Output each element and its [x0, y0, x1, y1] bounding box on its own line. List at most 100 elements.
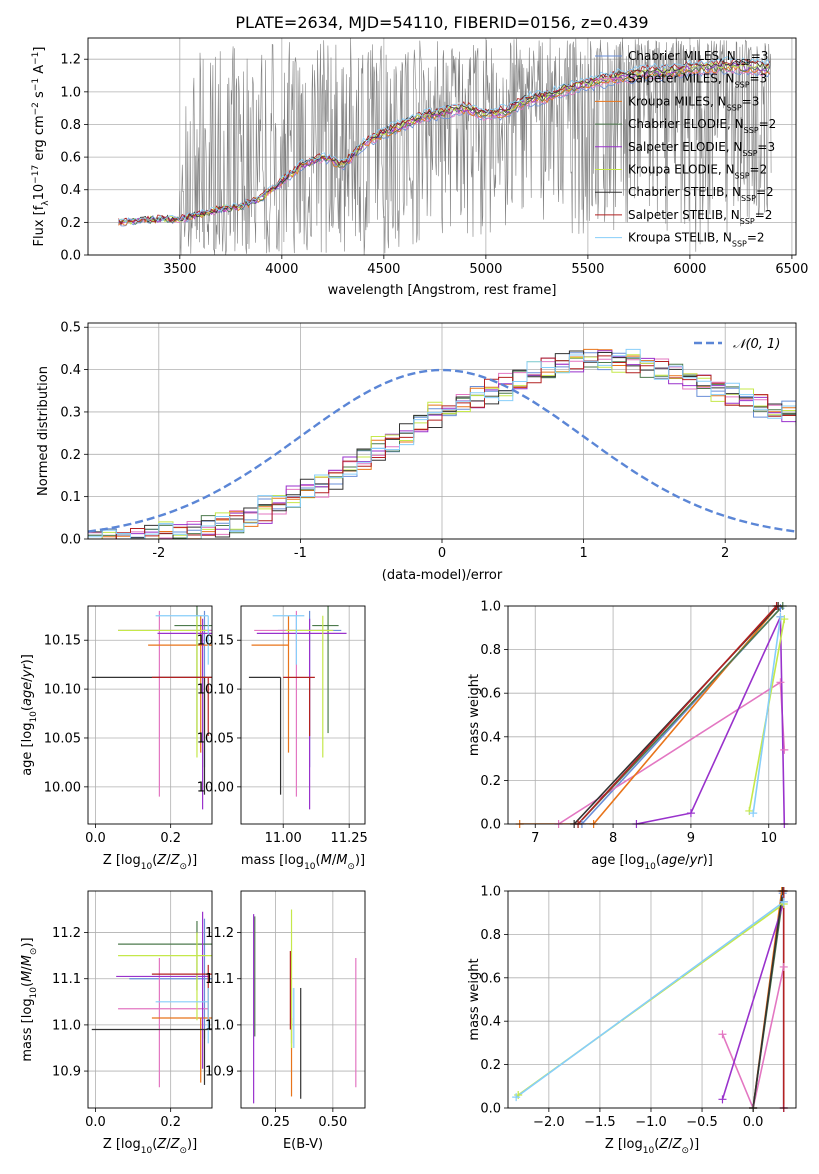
y-tick-label: 0.8 — [60, 118, 81, 133]
x-tick-label: 3500 — [163, 262, 196, 277]
histogram-step — [88, 355, 796, 539]
y-tick-label: 0.0 — [480, 818, 501, 833]
x-tick-label: −0.5 — [686, 1115, 718, 1130]
mass-weight-marker — [780, 745, 789, 754]
x-tick-label: 6500 — [775, 262, 808, 277]
x-tick-label: 2 — [721, 546, 729, 561]
mass-weight-marker — [512, 1093, 521, 1102]
gridlines — [241, 606, 365, 824]
y-tick-label: 11.0 — [205, 1018, 234, 1033]
y-tick-label: 0.8 — [480, 928, 501, 943]
x-tick-label: 6000 — [673, 262, 706, 277]
x-tick-label: 9 — [687, 831, 695, 846]
x-tick-label: 11.25 — [331, 831, 368, 846]
y-tick-label: 10.15 — [197, 634, 234, 649]
plot-area — [519, 606, 786, 824]
x-axis-label: wavelength [Angstrom, rest frame] — [328, 283, 557, 298]
mass-weight-marker — [745, 806, 754, 815]
legend-entry: Kroupa ELODIE, NSSP=2 — [628, 163, 767, 181]
gridlines — [241, 891, 365, 1108]
y-tick-label: 0.0 — [480, 1102, 501, 1117]
x-tick-label: −1.0 — [635, 1115, 667, 1130]
y-tick-label: 10.00 — [44, 780, 81, 795]
x-tick-label: 4000 — [265, 262, 298, 277]
y-tick-label: 0.2 — [60, 448, 81, 463]
y-axis-label: Normed distribution — [36, 366, 51, 496]
y-tick-label: 0.6 — [480, 971, 501, 986]
legend-entry: Salpeter MILES, NSSP=3 — [628, 72, 767, 90]
x-tick-label: 0.2 — [160, 831, 181, 846]
panel-1: 3500 4000 4500 5000 5500 6000 6500 0.0 0.2 0.4 0.6… — [31, 13, 808, 298]
panel-7: 0.25 0.50 10.9 11.0 11.1 11.2 E(B-V) — [205, 890, 366, 1152]
panel-4: 11.00 11.25 10.00 10.05 10.10 10.15 mass [log1… — [197, 605, 368, 872]
x-tick-label: 8 — [609, 831, 617, 846]
y-tick-label: 0.0 — [60, 249, 81, 264]
model-spectrum-line — [118, 56, 771, 224]
y-tick-label: 10.15 — [44, 634, 81, 649]
axes-frame — [87, 37, 797, 256]
mass-weight-marker — [718, 1030, 727, 1039]
panel-8: −2.0 −1.5 −1.0 −0.5 0.0 0.0 0.2 0.4 0.6 0.8 1.0 Z [… — [467, 885, 797, 1156]
plot-area — [91, 911, 212, 1088]
y-tick-label: 1.0 — [480, 885, 501, 900]
gridlines — [88, 891, 212, 1108]
y-tick-label: 0.4 — [60, 183, 81, 198]
x-axis-label: age [log10(age/yr)] — [591, 853, 713, 872]
legend: 𝒩(0, 1) — [694, 337, 780, 352]
x-tick-label: 10 — [760, 831, 777, 846]
x-axis-label: Z [log10(Z/Z⊙)] — [103, 1137, 197, 1156]
legend-entry: Salpeter ELODIE, NSSP=3 — [628, 140, 775, 158]
mass-weight-line — [636, 616, 786, 824]
mass-weight-line — [752, 891, 784, 1108]
y-axis-label: mass [log10(M/M⊙)] — [20, 937, 39, 1061]
y-tick-label: 10.9 — [52, 1065, 81, 1080]
panel-5: 7 8 9 10 0.0 0.2 0.4 0.6 0.8 1.0 age [log10(age/yr… — [467, 600, 797, 872]
x-tick-label: 4500 — [367, 262, 400, 277]
plot-area — [118, 38, 772, 255]
y-tick-label: 0.6 — [480, 687, 501, 702]
legend-entry: Kroupa STELIB, NSSP=2 — [628, 231, 765, 249]
x-tick-label: -1 — [294, 546, 307, 561]
mass-weight-line — [577, 606, 778, 824]
mass-weight-line — [752, 616, 782, 814]
histogram-step — [88, 348, 796, 539]
mass-weight-marker — [776, 678, 785, 687]
y-axis-label: age [log10(age/yr)] — [20, 654, 39, 776]
x-tick-label: 0.2 — [160, 1115, 181, 1130]
y-tick-label: 10.05 — [44, 731, 81, 746]
y-tick-label: 0.2 — [60, 216, 81, 231]
mass-weight-marker — [718, 1095, 727, 1104]
panel-3: 0.0 0.2 10.00 10.05 10.10 10.15 Z [log10(Z/Z⊙)… — [20, 605, 213, 872]
y-tick-label: 1.2 — [60, 53, 81, 68]
y-tick-label: 1.0 — [480, 600, 501, 615]
x-tick-label: −2.0 — [533, 1115, 565, 1130]
axes-frame — [87, 890, 213, 1109]
chart-title: PLATE=2634, MJD=54110, FIBERID=0156, z=0… — [235, 13, 648, 32]
gridlines — [88, 323, 796, 540]
model-spectrum-line — [118, 64, 771, 225]
panel-6: 0.0 0.2 10.9 11.0 11.1 11.2 Z [log10(Z/Z⊙)] mas… — [20, 890, 213, 1156]
x-tick-label: 0.0 — [85, 1115, 106, 1130]
y-axis-label: Flux [fλ10−17 erg cm−2 s−1 A−1] — [31, 47, 51, 247]
x-tick-label: 0.50 — [318, 1115, 347, 1130]
y-tick-label: 10.9 — [205, 1065, 234, 1080]
mass-weight-marker — [749, 809, 758, 818]
x-tick-label: 5500 — [571, 262, 604, 277]
legend-entry: Chabrier ELODIE, NSSP=2 — [628, 117, 776, 135]
y-tick-label: 11.2 — [205, 926, 234, 941]
axes-frame — [240, 605, 366, 825]
plot-area — [248, 606, 347, 810]
y-tick-label: 0.8 — [480, 643, 501, 658]
y-tick-label: 11.1 — [52, 972, 81, 987]
legend: Chabrier MILES, NSSP=3 Salpeter MILES, NS… — [595, 49, 776, 248]
axes-frame — [87, 605, 213, 825]
mass-weight-marker — [686, 809, 695, 818]
legend-entry: Kroupa MILES, NSSP=3 — [628, 94, 759, 112]
axes-frame — [240, 890, 366, 1109]
panel-2: -2 -1 0 1 2 0.0 0.1 0.2 0.3 0.4 0.5 (data-model)/er… — [36, 321, 797, 583]
y-tick-label: 10.10 — [44, 683, 81, 698]
x-tick-label: 1 — [579, 546, 587, 561]
gridlines — [88, 606, 212, 824]
x-tick-label: 11.00 — [265, 831, 302, 846]
mass-weight-line — [515, 901, 785, 1098]
